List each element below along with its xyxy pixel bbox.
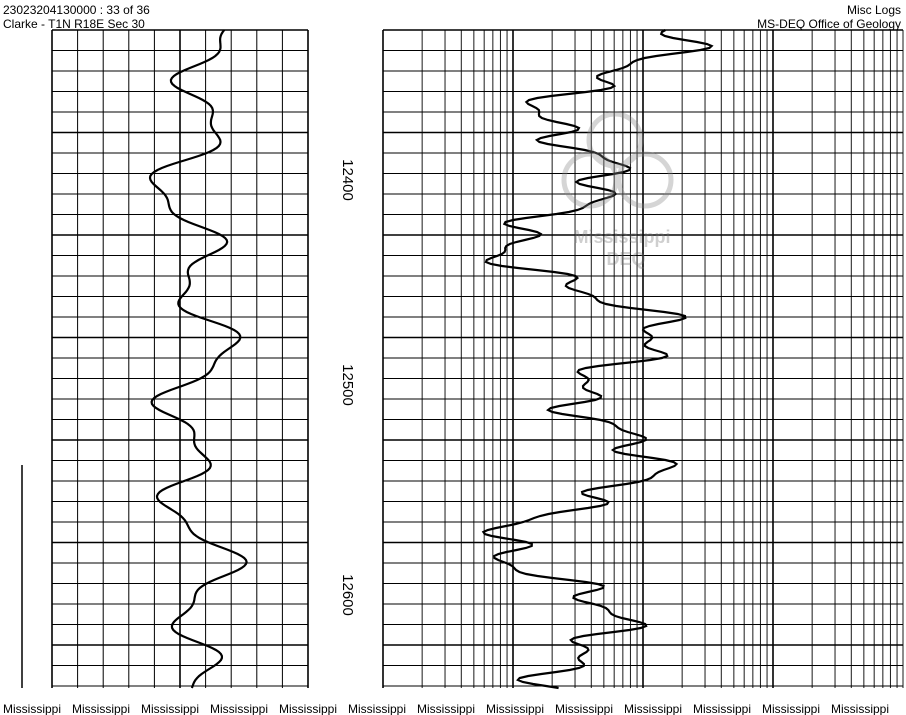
footer-label: Mississippi	[417, 702, 476, 715]
watermark-ring	[586, 111, 644, 169]
footer-label: Mississippi	[3, 702, 62, 715]
watermark-ring	[616, 151, 674, 209]
watermark-name: Mississippi	[573, 227, 670, 247]
footer-label: Mississippi	[693, 702, 752, 715]
agency: MS-DEQ Office of Geology	[757, 17, 901, 31]
footer-label: Mississippi	[279, 702, 338, 715]
depth-label-group: 12600	[339, 571, 357, 619]
footer-label: Mississippi	[762, 702, 821, 715]
depth-label-bg	[339, 571, 357, 619]
footer-label: Mississippi	[348, 702, 407, 715]
well-id: 23023204130000 : 33 of 36	[3, 3, 150, 17]
footer-label: Mississippi	[555, 702, 614, 715]
footer-label: Mississippi	[141, 702, 200, 715]
depth-label-bg	[339, 156, 357, 204]
depth-label-group: 12400	[339, 156, 357, 204]
footer-label: Mississippi	[486, 702, 545, 715]
depth-label: 12400	[339, 159, 356, 201]
footer-label: Mississippi	[624, 702, 683, 715]
watermark-agency: DEQ	[606, 249, 645, 269]
depth-label: 12500	[339, 364, 356, 406]
depth-label: 12600	[339, 574, 356, 616]
log-type: Misc Logs	[846, 3, 901, 17]
depth-label-group: 12500	[339, 361, 357, 409]
watermark-ring	[561, 151, 619, 209]
log-curve	[481, 29, 714, 690]
location: Clarke - T1N R18E Sec 30	[3, 17, 145, 31]
depth-label-bg	[339, 361, 357, 409]
footer-label: Mississippi	[210, 702, 269, 715]
footer-label: Mississippi	[72, 702, 131, 715]
log-curve	[148, 29, 248, 689]
footer-label: Mississippi	[831, 702, 890, 715]
